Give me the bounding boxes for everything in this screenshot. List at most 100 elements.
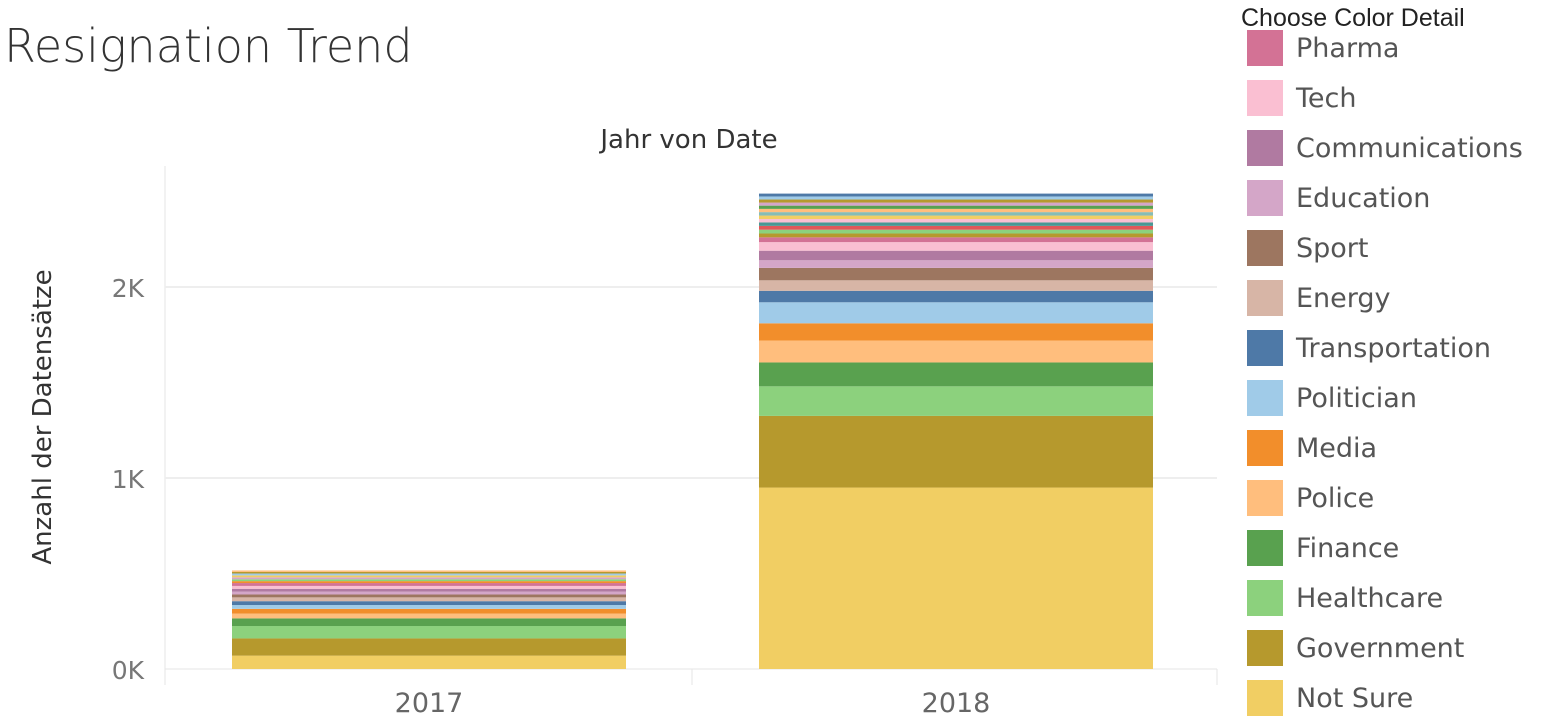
y-tick-label-0k: 0K <box>112 656 145 685</box>
legend-swatch <box>1247 180 1283 216</box>
bar-segment-2018-other-5[interactable] <box>759 219 1153 223</box>
bar-segment-2018-not-sure[interactable] <box>759 487 1153 669</box>
y-tick-label-2k: 2K <box>112 274 145 303</box>
bar-segment-2017-other-3[interactable] <box>232 577 626 580</box>
legend-swatch <box>1247 580 1283 616</box>
y-tick-label-1k: 1K <box>112 465 145 494</box>
bar-segment-2018-communications[interactable] <box>759 250 1153 261</box>
legend-swatch <box>1247 30 1283 66</box>
bar-segment-2017-other-7[interactable] <box>232 570 626 572</box>
bar-segment-2018-other-2[interactable] <box>759 229 1153 234</box>
x-tick-label-2018: 2018 <box>922 688 991 719</box>
bar-segment-2017-government[interactable] <box>232 638 626 656</box>
bar-segment-2017-not-sure[interactable] <box>232 655 626 669</box>
legend-swatch <box>1247 230 1283 266</box>
bar-segment-2018-sport[interactable] <box>759 267 1153 281</box>
bar-segment-2017-education[interactable] <box>232 591 626 595</box>
bar-segment-2018-other-1[interactable] <box>759 233 1153 238</box>
bar-segment-2018-other-11[interactable] <box>759 199 1153 203</box>
legend-label: Media <box>1296 432 1378 464</box>
legend-item[interactable]: Education <box>1247 180 1430 216</box>
y-axis-title: Anzahl der Datensätze <box>28 269 58 564</box>
legend-item[interactable]: Tech <box>1247 80 1356 116</box>
bar-segment-2017-sport[interactable] <box>232 594 626 598</box>
legend-label: Tech <box>1296 82 1357 114</box>
legend-label: Communications <box>1296 132 1523 164</box>
legend-swatch <box>1247 680 1283 716</box>
bar-segment-2018-education[interactable] <box>759 260 1153 268</box>
legend-label: Police <box>1296 482 1375 514</box>
bar-segment-2018-tech[interactable] <box>759 242 1153 251</box>
bar-segment-2017-energy[interactable] <box>232 597 626 602</box>
legend-label: Government <box>1296 632 1465 664</box>
legend-swatch <box>1247 530 1283 566</box>
legend-item[interactable]: Energy <box>1247 280 1391 316</box>
stacked-bar-chart: 0K 1K 2K Jahr von Date Anzahl der Datensätze… <box>28 125 1218 719</box>
bar-segment-2018-other-10[interactable] <box>759 202 1153 206</box>
legend-label: Sport <box>1296 232 1369 264</box>
bar-segment-2017-media[interactable] <box>232 608 626 614</box>
bar-segment-2017-finance[interactable] <box>232 618 626 627</box>
bar-segment-2018-other-7[interactable] <box>759 212 1153 216</box>
bar-segment-2018-transportation[interactable] <box>759 290 1153 303</box>
bar-segment-2017-communications[interactable] <box>232 588 626 592</box>
legend-label: Healthcare <box>1296 582 1444 614</box>
legend-item[interactable]: Communications <box>1247 130 1523 166</box>
legend-item[interactable]: Not Sure <box>1247 680 1413 716</box>
legend-swatch <box>1247 430 1283 466</box>
x-tick-label-2017: 2017 <box>395 688 464 719</box>
bar-segment-2018-other-8[interactable] <box>759 208 1153 213</box>
bar-segment-2017-other-2[interactable] <box>232 579 626 582</box>
bar-segment-2017-other-6[interactable] <box>232 571 626 574</box>
legend-item[interactable]: Sport <box>1247 230 1368 266</box>
legend-item[interactable]: Healthcare <box>1247 580 1443 616</box>
bar-segment-2018-government[interactable] <box>759 415 1153 488</box>
bar-segment-2018-other-3[interactable] <box>759 225 1153 230</box>
legend-label: Pharma <box>1296 32 1400 64</box>
legend-item[interactable]: Media <box>1247 430 1377 466</box>
legend-swatch <box>1247 480 1283 516</box>
bar-segment-2018-other-12[interactable] <box>759 196 1153 200</box>
bar-segment-2018-finance[interactable] <box>759 362 1153 387</box>
legend-label: Transportation <box>1296 332 1491 364</box>
bar-segment-2017-transportation[interactable] <box>232 601 626 606</box>
legend-label: Not Sure <box>1296 682 1414 714</box>
legend-item[interactable]: Pharma <box>1247 30 1399 66</box>
bar-segment-2017-pharma[interactable] <box>232 583 626 586</box>
color-legend: Pharma Tech Communications Education Sport En… <box>1247 30 1542 722</box>
bar-segment-2018-other-6[interactable] <box>759 215 1153 220</box>
bar-segment-2018-media[interactable] <box>759 323 1153 341</box>
legend-swatch <box>1247 380 1283 416</box>
x-axis-title: Jahr von Date <box>598 125 777 155</box>
legend-swatch <box>1247 80 1283 116</box>
legend-swatch <box>1247 280 1283 316</box>
legend-label: Energy <box>1296 282 1391 314</box>
bar-segment-2018-other-13[interactable] <box>759 193 1153 197</box>
legend-item[interactable]: Politician <box>1247 380 1417 416</box>
bar-segment-2018-police[interactable] <box>759 340 1153 363</box>
legend-label: Finance <box>1296 532 1400 564</box>
legend-label: Politician <box>1296 382 1417 414</box>
bar-segment-2018-pharma[interactable] <box>759 237 1153 243</box>
page-title: Resignation Trend <box>4 19 413 73</box>
legend-swatch <box>1247 630 1283 666</box>
bar-segment-2017-tech[interactable] <box>232 585 626 589</box>
bar-segment-2017-healthcare[interactable] <box>232 626 626 639</box>
legend-title: Choose Color Detail <box>1241 4 1465 32</box>
bar-segment-2018-other-4[interactable] <box>759 222 1153 226</box>
bar-segment-2017-other-4[interactable] <box>232 575 626 578</box>
bar-segment-2017-police[interactable] <box>232 613 626 619</box>
bar-segment-2017-other-5[interactable] <box>232 573 626 576</box>
bar-segment-2017-other-1[interactable] <box>232 581 626 584</box>
legend-swatch <box>1247 330 1283 366</box>
legend-item[interactable]: Police <box>1247 480 1374 516</box>
bar-segment-2017-politician[interactable] <box>232 605 626 609</box>
bar-segment-2018-energy[interactable] <box>759 280 1153 291</box>
legend-item[interactable]: Transportation <box>1247 330 1491 366</box>
bar-segment-2018-politician[interactable] <box>759 302 1153 324</box>
legend-item[interactable]: Government <box>1247 630 1464 666</box>
bar-segment-2018-other-9[interactable] <box>759 205 1153 209</box>
bar-segment-2018-healthcare[interactable] <box>759 386 1153 416</box>
legend-swatch <box>1247 130 1283 166</box>
legend-item[interactable]: Finance <box>1247 530 1399 566</box>
